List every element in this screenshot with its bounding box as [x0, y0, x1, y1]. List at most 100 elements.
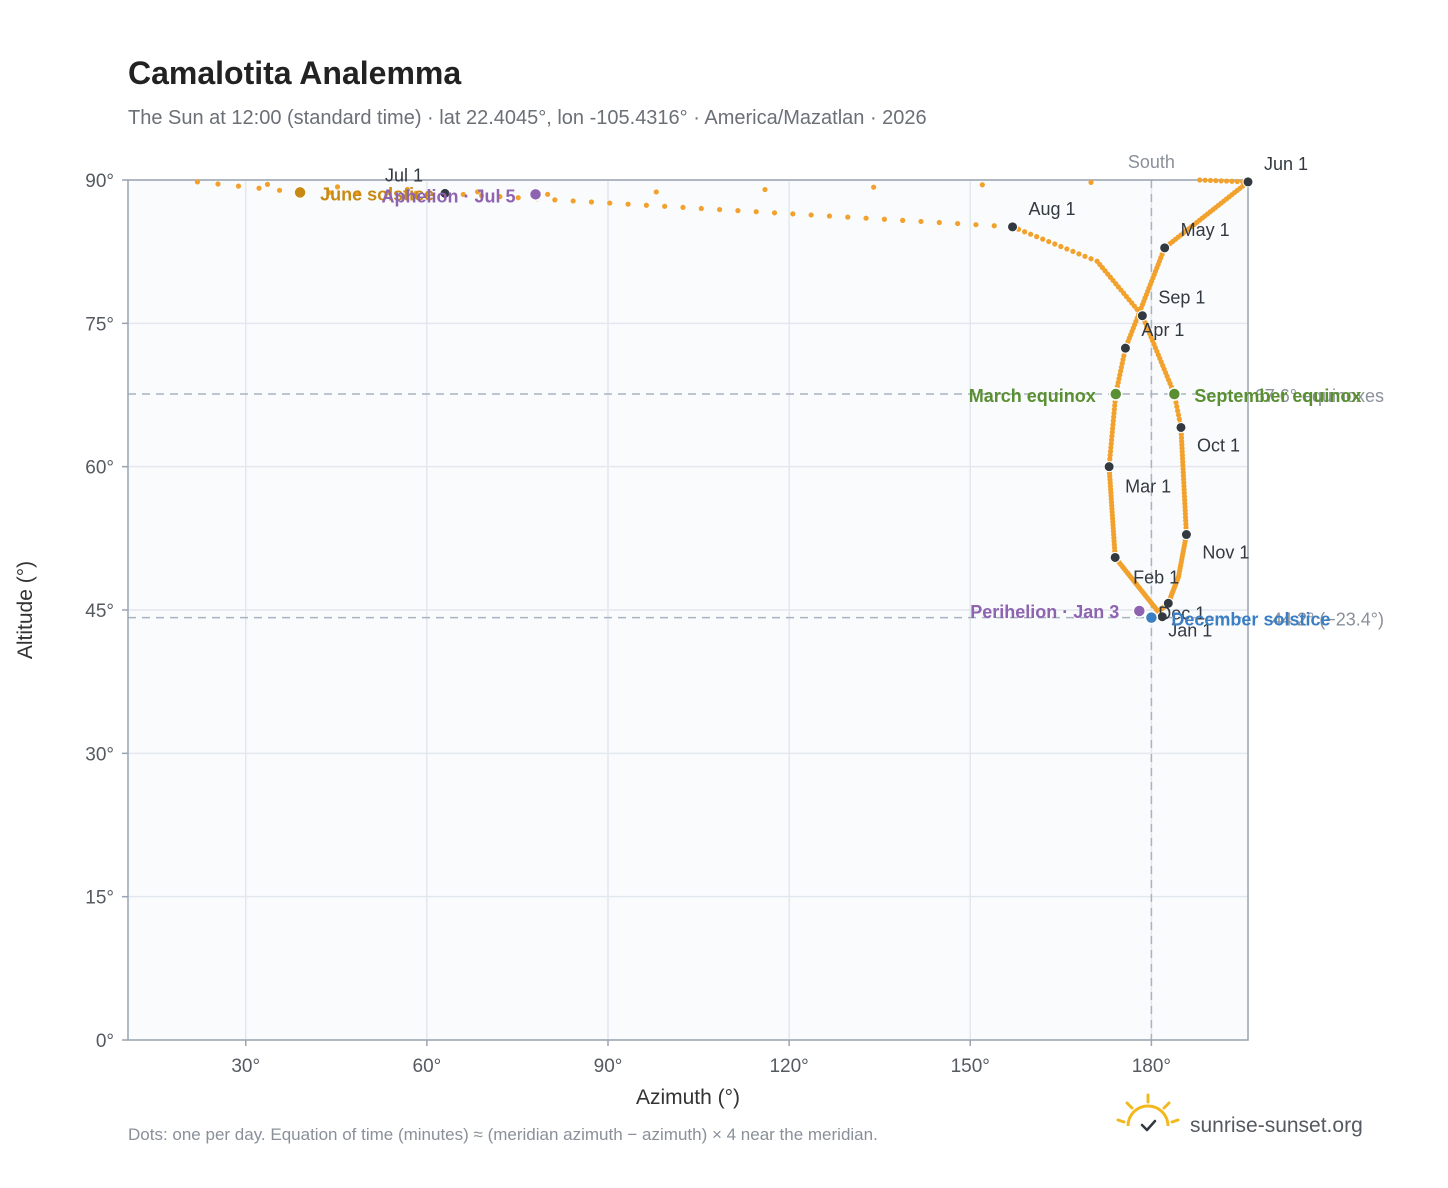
event-label: March equinox: [969, 386, 1096, 406]
y-axis-ticks: 0° 15° 30° 45° 60° 75° 90°: [85, 171, 128, 1052]
month-marker: [1242, 176, 1254, 188]
event-marker: [528, 187, 543, 202]
month-label: Nov 1: [1202, 543, 1249, 563]
day-dot: [1082, 253, 1088, 259]
month-label: May 1: [1181, 220, 1230, 240]
day-dot: [1110, 422, 1116, 428]
day-dot: [235, 183, 242, 189]
day-dot: [863, 215, 869, 221]
day-dot: [384, 190, 390, 196]
month-marker: [439, 187, 451, 199]
day-dot: [1040, 236, 1046, 242]
day-dot: [900, 217, 906, 223]
x-tick-label: 30°: [231, 1056, 260, 1077]
y-tick-label: 30°: [85, 744, 114, 765]
day-dot: [717, 206, 723, 213]
event-marker: [1109, 387, 1123, 401]
brand-name[interactable]: sunrise-sunset.org: [1190, 1114, 1363, 1137]
day-dot: [1109, 429, 1115, 435]
day-dot: [955, 220, 961, 227]
month-label: Sep 1: [1158, 288, 1205, 308]
day-dot: [973, 222, 979, 228]
day-dot: [1111, 406, 1117, 412]
month-label: Jan 1: [1168, 621, 1212, 641]
reference-lines: South 67.6° equinoxes 44.2° (−23.4°): [128, 152, 1384, 1040]
month-marker: [1136, 310, 1148, 322]
month-label: Jun 1: [1264, 154, 1308, 174]
event-label: June solstice: [320, 184, 434, 204]
month-marker: [1175, 421, 1187, 433]
day-dot: [1028, 231, 1034, 237]
day-dot: [881, 216, 887, 222]
y-axis-label: Altitude (°): [14, 561, 37, 659]
day-dot: [1176, 416, 1182, 422]
day-dot: [1111, 410, 1117, 416]
day-dot: [1110, 418, 1116, 424]
chart-title: Camalotita Analemma: [128, 55, 461, 91]
day-dot: [404, 186, 411, 192]
day-dot: [1107, 456, 1113, 462]
month-markers: Jan 1 Feb 1 Mar 1 Apr 1 May 1 Jun 1 Jul 1 Aug 1…: [385, 154, 1308, 641]
month-marker: [1119, 342, 1131, 354]
day-dot: [753, 209, 759, 215]
day-dot: [276, 187, 283, 193]
day-dot: [1046, 238, 1052, 245]
day-dot: [735, 208, 741, 214]
day-dot: [662, 203, 668, 209]
day-dot: [1234, 178, 1240, 185]
day-dot: [570, 198, 576, 204]
day-dot: [1202, 177, 1208, 183]
day-dot: [215, 181, 221, 187]
day-dot: [1108, 444, 1114, 451]
day-dot: [1174, 403, 1180, 410]
day-dot: [1034, 234, 1040, 240]
day-dot: [264, 181, 271, 187]
day-dot: [1052, 241, 1058, 247]
day-dot: [936, 219, 942, 226]
x-tick-label: 150°: [951, 1056, 990, 1077]
day-dot: [588, 199, 595, 205]
day-dot: [1088, 256, 1094, 262]
month-label: Feb 1: [1133, 567, 1179, 587]
day-dot: [1108, 437, 1115, 443]
y-tick-label: 60°: [85, 458, 114, 479]
day-dot: [643, 202, 649, 208]
event-label: December solstice: [1171, 610, 1330, 630]
day-dot: [1112, 402, 1118, 409]
day-dot: [478, 192, 485, 199]
day-dot: [1218, 178, 1224, 184]
day-dot: [1229, 178, 1235, 184]
day-dot: [1070, 248, 1076, 254]
day-dot: [1064, 246, 1070, 252]
meridian-label: South: [1128, 152, 1175, 172]
day-dot: [194, 179, 201, 185]
day-dot: [1107, 452, 1113, 458]
day-dot: [1207, 177, 1214, 184]
day-dot: [1213, 178, 1219, 184]
day-dot: [413, 190, 419, 196]
day-dot: [918, 218, 924, 225]
x-axis-ticks: 30° 60° 90° 120° 150° 180°: [231, 1040, 1171, 1077]
day-dot: [826, 213, 833, 219]
day-dot: [979, 182, 985, 188]
sun-logo-icon[interactable]: [1116, 1093, 1180, 1132]
day-dot: [1111, 414, 1117, 420]
day-dot: [1109, 433, 1115, 439]
day-dot: [552, 197, 558, 203]
day-dot: [680, 204, 686, 211]
month-marker: [1159, 242, 1171, 254]
day-dot: [607, 200, 613, 206]
grid-lines: [128, 179, 1248, 1041]
day-dot: [845, 214, 851, 220]
event-marker: [293, 185, 307, 200]
day-dot: [1197, 177, 1203, 183]
day-dot: [1175, 412, 1182, 418]
month-label: Jul 1: [385, 165, 423, 185]
day-dot: [474, 189, 481, 195]
day-dot: [1076, 251, 1082, 257]
day-dot: [698, 205, 704, 212]
x-axis-label: Azimuth (°): [636, 1086, 740, 1109]
month-label: Dec 1: [1158, 603, 1205, 623]
y-tick-label: 75°: [85, 314, 114, 335]
